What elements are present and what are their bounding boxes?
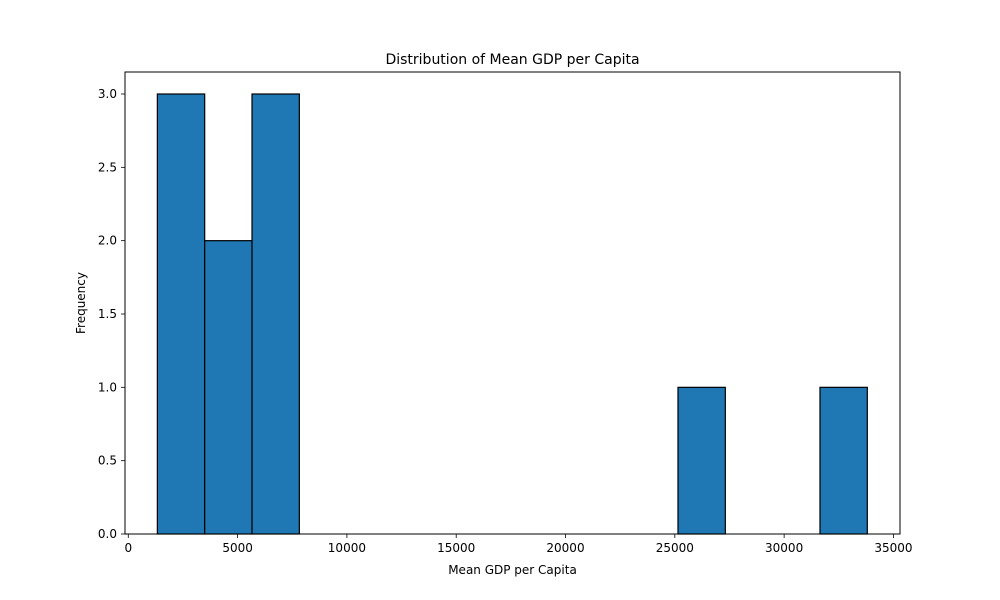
chart-title: Distribution of Mean GDP per Capita xyxy=(385,52,639,68)
x-tick-label: 35000 xyxy=(874,541,912,555)
x-tick-label: 0 xyxy=(124,541,132,555)
x-tick-label: 20000 xyxy=(546,541,584,555)
histogram-bar xyxy=(204,240,253,535)
x-axis-label: Mean GDP per Capita xyxy=(448,563,577,577)
x-axis-ticks: 0 5000 10000 15000 20000 25000 30000 35000 xyxy=(124,534,913,555)
histogram-bar xyxy=(677,386,726,535)
y-tick-label: 0.5 xyxy=(98,454,117,468)
y-tick-label: 1.0 xyxy=(98,380,117,394)
histogram-bar xyxy=(156,93,206,535)
y-tick-label: 3.0 xyxy=(98,87,117,101)
x-tick-label: 15000 xyxy=(437,541,475,555)
y-tick-label: 1.5 xyxy=(98,307,117,321)
y-axis-label: Frequency xyxy=(74,272,88,334)
y-axis-ticks: 0.0 0.5 1.0 1.5 2.0 2.5 3.0 xyxy=(98,87,125,541)
y-tick-label: 2.0 xyxy=(98,234,117,248)
x-tick-label: 5000 xyxy=(222,541,253,555)
x-tick-label: 10000 xyxy=(328,541,366,555)
y-tick-label: 0.0 xyxy=(98,527,117,541)
bars-group xyxy=(156,93,868,535)
histogram-bar xyxy=(251,93,300,535)
histogram-bar xyxy=(819,386,868,535)
plot-frame xyxy=(124,71,901,535)
x-tick-label: 30000 xyxy=(765,541,803,555)
x-tick-label: 25000 xyxy=(656,541,694,555)
y-tick-label: 2.5 xyxy=(98,160,117,174)
